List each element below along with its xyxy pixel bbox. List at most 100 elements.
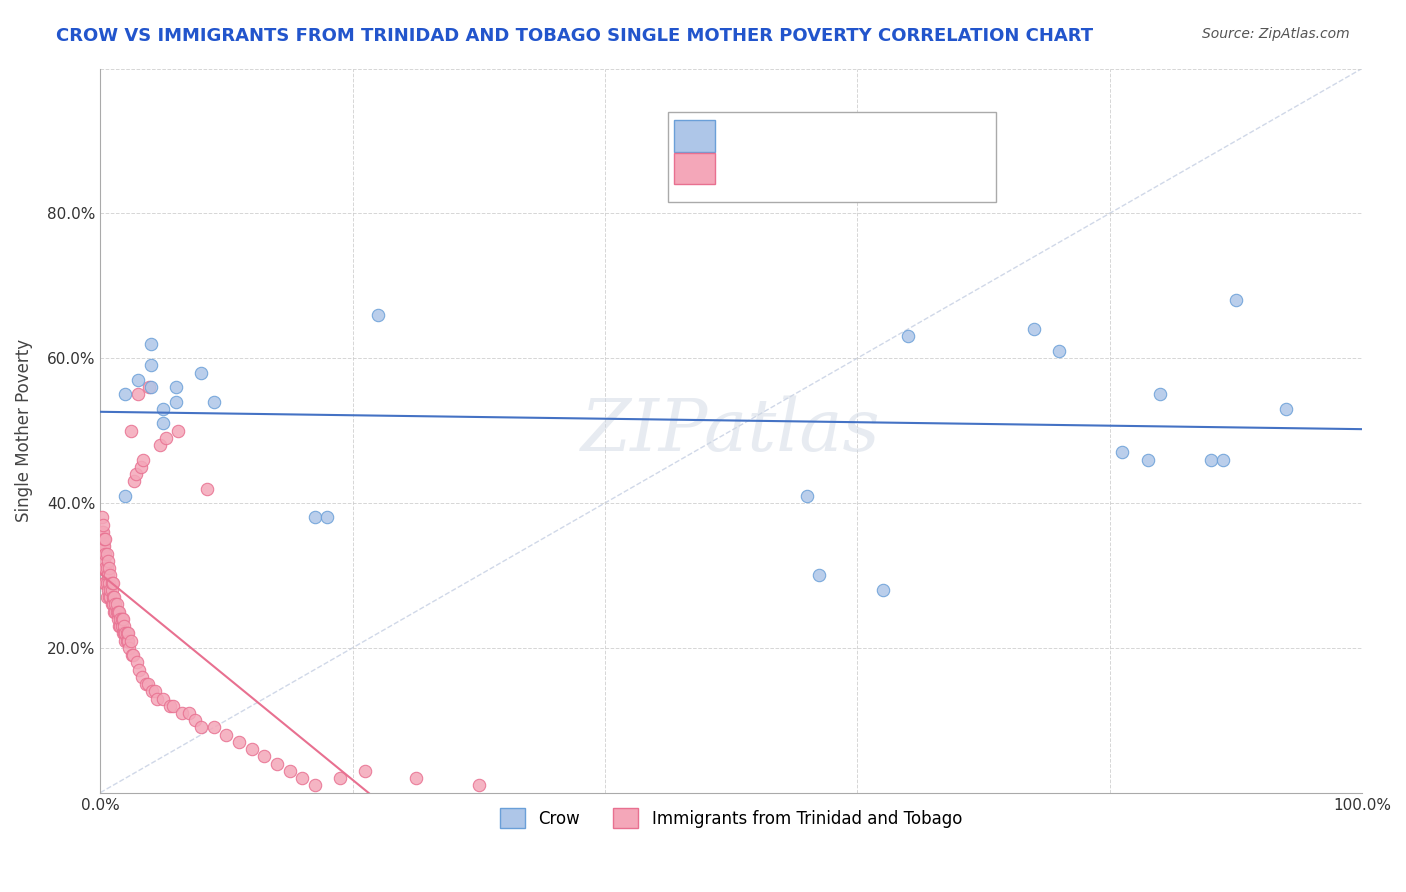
Point <box>94 561 117 575</box>
Point <box>90 524 112 539</box>
Point <box>93 554 115 568</box>
Point <box>114 489 136 503</box>
Point <box>100 582 122 597</box>
Point <box>98 590 121 604</box>
Point <box>112 626 135 640</box>
Point <box>108 619 131 633</box>
Text: Source: ZipAtlas.com: Source: ZipAtlas.com <box>1202 27 1350 41</box>
Point <box>197 482 219 496</box>
Point <box>110 612 132 626</box>
Point <box>141 684 163 698</box>
Point <box>202 721 225 735</box>
Point <box>139 336 162 351</box>
Point <box>90 510 112 524</box>
Point <box>101 590 124 604</box>
Point <box>94 575 117 590</box>
Point <box>253 749 276 764</box>
Point <box>93 532 115 546</box>
Point <box>152 417 174 431</box>
Point <box>104 605 127 619</box>
FancyBboxPatch shape <box>675 120 714 152</box>
Text: CROW VS IMMIGRANTS FROM TRINIDAD AND TOBAGO SINGLE MOTHER POVERTY CORRELATION CH: CROW VS IMMIGRANTS FROM TRINIDAD AND TOB… <box>56 27 1094 45</box>
Point <box>354 764 377 778</box>
Text: R =: R = <box>725 125 761 143</box>
Point <box>1275 401 1298 416</box>
Point <box>91 517 114 532</box>
Point <box>143 684 166 698</box>
Point <box>96 561 118 575</box>
Point <box>127 387 149 401</box>
Point <box>107 605 129 619</box>
Point <box>405 771 427 785</box>
Point <box>122 648 145 662</box>
Point <box>115 633 138 648</box>
Point <box>100 598 122 612</box>
Point <box>148 438 170 452</box>
Point <box>796 489 818 503</box>
Point <box>159 698 181 713</box>
Point <box>304 510 326 524</box>
Point <box>98 590 121 604</box>
Point <box>111 612 134 626</box>
Point <box>184 713 207 727</box>
Point <box>117 626 139 640</box>
Point <box>155 431 177 445</box>
Point <box>93 561 115 575</box>
Point <box>304 779 326 793</box>
Point <box>329 771 352 785</box>
Point <box>103 590 125 604</box>
Point <box>96 547 118 561</box>
Text: 103: 103 <box>927 161 962 179</box>
Point <box>94 532 117 546</box>
Text: 28: 28 <box>927 125 950 143</box>
Point <box>117 633 139 648</box>
Point <box>97 568 120 582</box>
Point <box>100 575 122 590</box>
Text: -0.144: -0.144 <box>800 161 860 179</box>
Legend: Crow, Immigrants from Trinidad and Tobago: Crow, Immigrants from Trinidad and Tobag… <box>494 801 969 835</box>
Point <box>104 598 127 612</box>
Point <box>1111 445 1133 459</box>
Point <box>177 706 200 720</box>
Point <box>316 510 339 524</box>
Point <box>167 424 190 438</box>
Point <box>1225 293 1247 308</box>
Point <box>190 366 212 380</box>
Point <box>93 575 115 590</box>
Point <box>101 598 124 612</box>
Point <box>278 764 301 778</box>
Point <box>808 568 831 582</box>
Point <box>120 633 142 648</box>
Point <box>90 532 112 546</box>
Point <box>1149 387 1171 401</box>
Point <box>98 561 121 575</box>
Point <box>1136 452 1159 467</box>
Point <box>135 677 157 691</box>
Point <box>128 663 150 677</box>
Point <box>114 626 136 640</box>
Point <box>112 619 135 633</box>
Point <box>97 582 120 597</box>
Point <box>114 633 136 648</box>
Text: ZIPatlas: ZIPatlas <box>581 395 882 466</box>
Point <box>108 605 131 619</box>
Point <box>1047 343 1070 358</box>
Point <box>114 387 136 401</box>
Point <box>91 540 114 554</box>
Y-axis label: Single Mother Poverty: Single Mother Poverty <box>15 339 32 522</box>
Point <box>98 582 121 597</box>
Point <box>367 308 389 322</box>
Point <box>111 612 134 626</box>
Point <box>111 626 134 640</box>
Point <box>90 540 112 554</box>
Point <box>110 619 132 633</box>
Point <box>131 670 153 684</box>
Point <box>101 575 124 590</box>
Point <box>91 547 114 561</box>
Text: R =: R = <box>725 161 761 179</box>
Point <box>121 648 143 662</box>
Point <box>146 691 169 706</box>
Point <box>172 706 194 720</box>
Point <box>105 598 128 612</box>
Point <box>139 380 162 394</box>
